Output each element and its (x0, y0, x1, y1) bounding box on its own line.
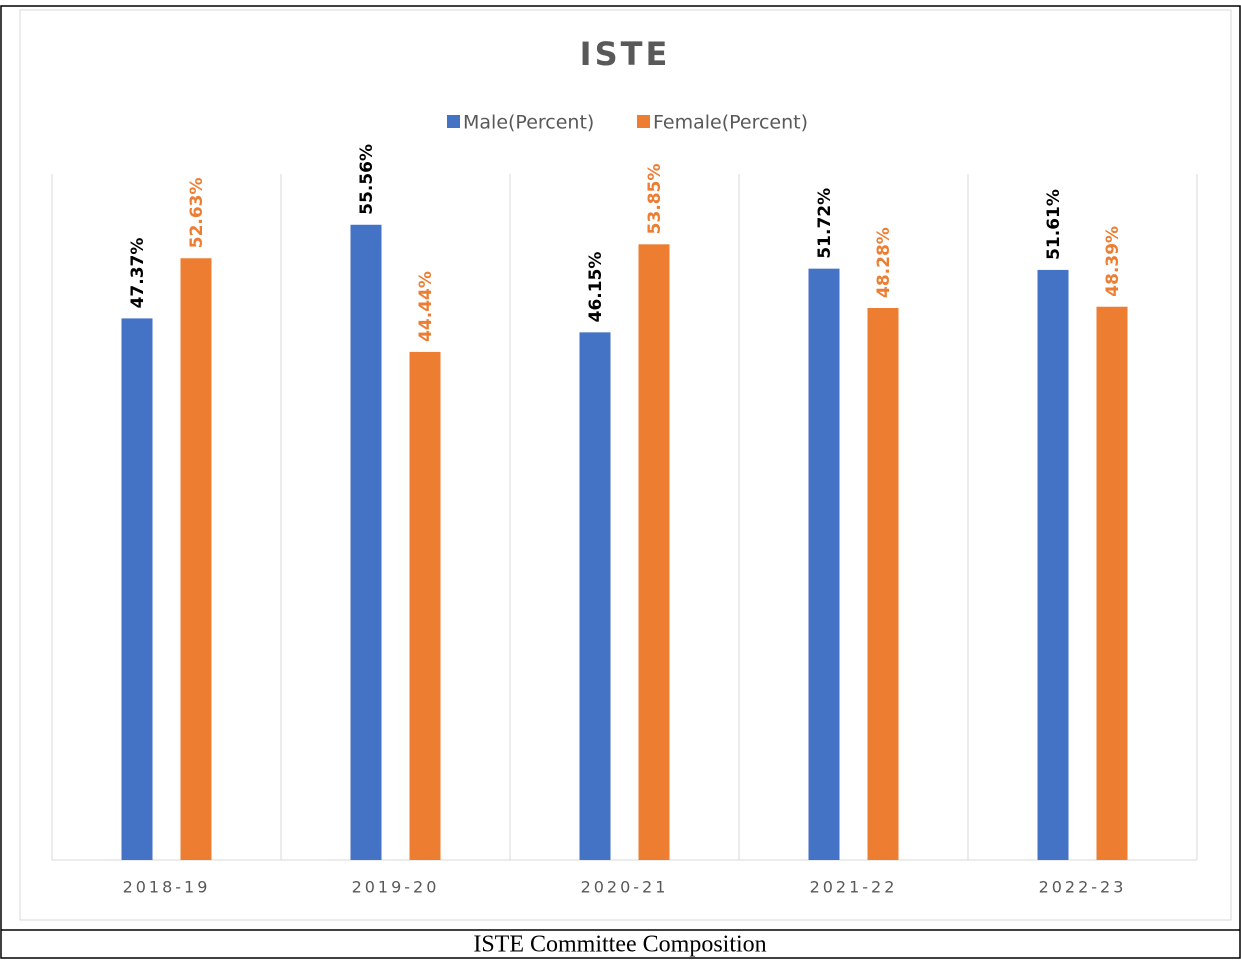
bar (808, 268, 840, 861)
data-label: 48.28% (874, 227, 894, 298)
x-tick-label: 2018-19 (123, 878, 211, 897)
chart-area (19, 9, 1232, 921)
bar (121, 318, 153, 860)
bar (638, 244, 670, 860)
bar (180, 258, 212, 860)
data-label: 48.39% (1103, 226, 1123, 297)
data-label: 47.37% (128, 238, 148, 309)
data-label: 52.63% (187, 177, 207, 248)
legend-label: Male(Percent) (463, 112, 594, 134)
data-label: 55.56% (357, 144, 377, 215)
x-tick-label: 2021-22 (810, 878, 898, 897)
bar (1037, 269, 1069, 860)
caption: ISTE Committee Composition (473, 932, 766, 958)
bar (409, 351, 441, 860)
data-label: 51.61% (1044, 189, 1064, 260)
legend-label: Female(Percent) (653, 112, 808, 134)
bar (867, 307, 899, 860)
x-tick-label: 2020-21 (581, 878, 669, 897)
x-tick-label: 2019-20 (352, 878, 440, 897)
data-label: 44.44% (416, 271, 436, 342)
legend-swatch (447, 115, 460, 128)
data-label: 51.72% (815, 188, 835, 259)
x-tick-label: 2022-23 (1039, 878, 1127, 897)
bar (1096, 306, 1128, 861)
data-label: 53.85% (645, 164, 665, 235)
legend-swatch (637, 115, 650, 128)
chart-title: ISTE (580, 35, 671, 73)
data-label: 46.15% (586, 252, 606, 323)
bar (579, 332, 611, 860)
bar (350, 224, 382, 860)
